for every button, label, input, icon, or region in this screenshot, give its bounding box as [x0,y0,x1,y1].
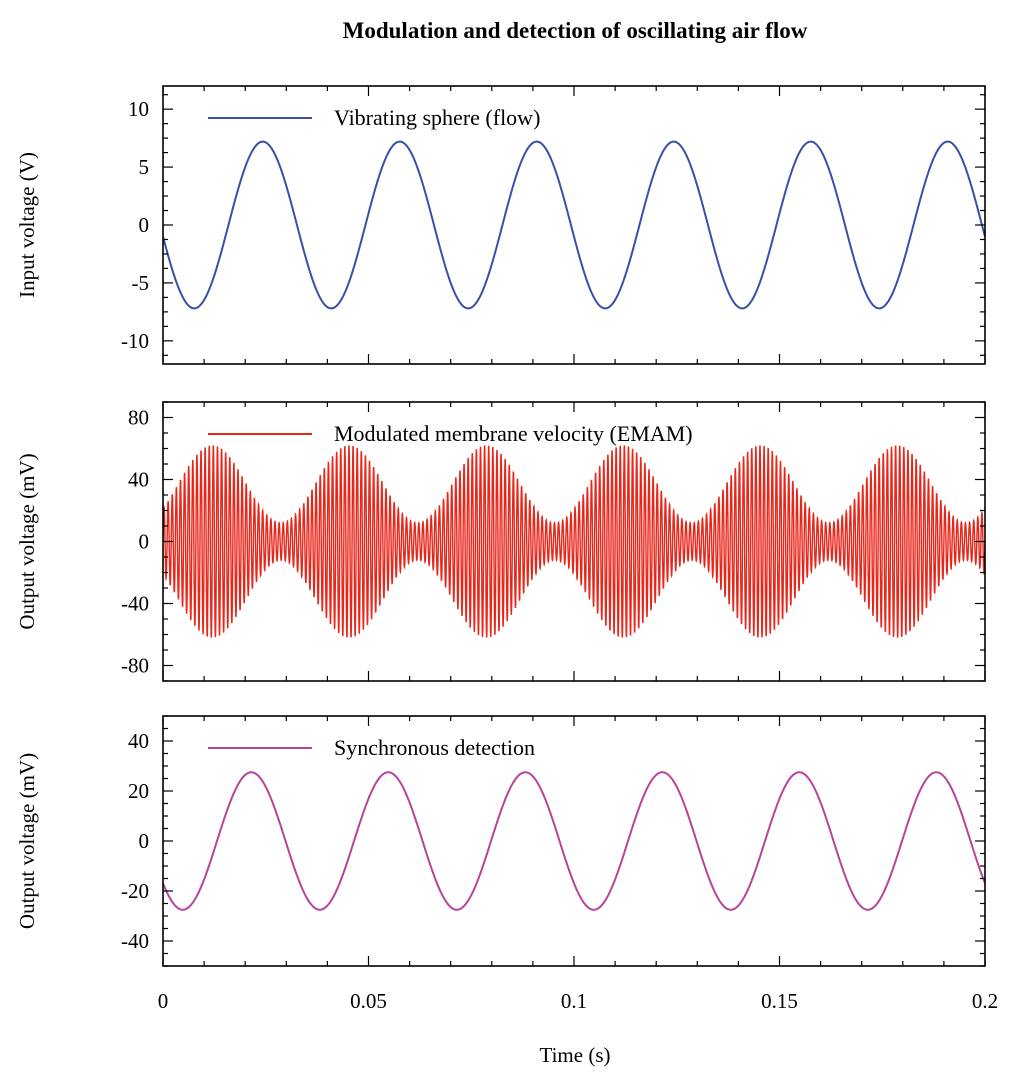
y-tick-label: -80 [121,654,149,678]
legend-label: Synchronous detection [334,735,535,760]
y-tick-label: 40 [128,468,149,492]
x-tick-label: 0 [158,989,169,1013]
y-tick-label: -5 [132,271,150,295]
y-tick-label: 20 [128,779,149,803]
y-tick-label: 5 [139,155,150,179]
legend-label: Vibrating sphere (flow) [334,105,540,130]
series-line-panel-1 [163,140,985,310]
y-tick-label: 80 [128,406,149,430]
legend-label: Modulated membrane velocity (EMAM) [334,421,693,446]
panel-modulated-output: Modulated membrane velocity (EMAM) -80 -40… [15,401,986,682]
y-tick-label: 0 [139,530,150,554]
y-tick-label: 0 [139,213,150,237]
y-tick-label: -20 [121,879,149,903]
series-line-panel-2 [163,445,985,638]
panel-synchronous-detection: Synchronous detection -40 -20 0 20 40 Output v… [15,715,986,967]
chart-title: Modulation and detection of oscillating … [343,18,808,43]
y-tick-label: -10 [121,329,149,353]
y-tick-label: -40 [121,592,149,616]
x-tick-labels: 0 0.05 0.1 0.15 0.2 [158,989,998,1013]
y-axis-label: Input voltage (V) [15,152,39,298]
x-axis-label: Time (s) [540,1043,611,1067]
x-tick-label: 0.05 [350,989,387,1013]
series-line-panel-3 [163,771,985,911]
panel-input-voltage: Vibrating sphere (flow) -10 -5 0 5 10 Input vo… [15,85,986,365]
y-tick-label: 0 [139,829,150,853]
x-tick-label: 0.2 [972,989,998,1013]
y-axis-label: Output voltage (mV) [15,453,39,629]
y-tick-label: -40 [121,929,149,953]
y-tick-label: 40 [128,729,149,753]
x-tick-label: 0.15 [761,989,798,1013]
y-axis-label: Output voltage (mV) [15,753,39,929]
x-tick-label: 0.1 [561,989,587,1013]
y-tick-label: 10 [128,97,149,121]
plot-frame [162,85,986,365]
